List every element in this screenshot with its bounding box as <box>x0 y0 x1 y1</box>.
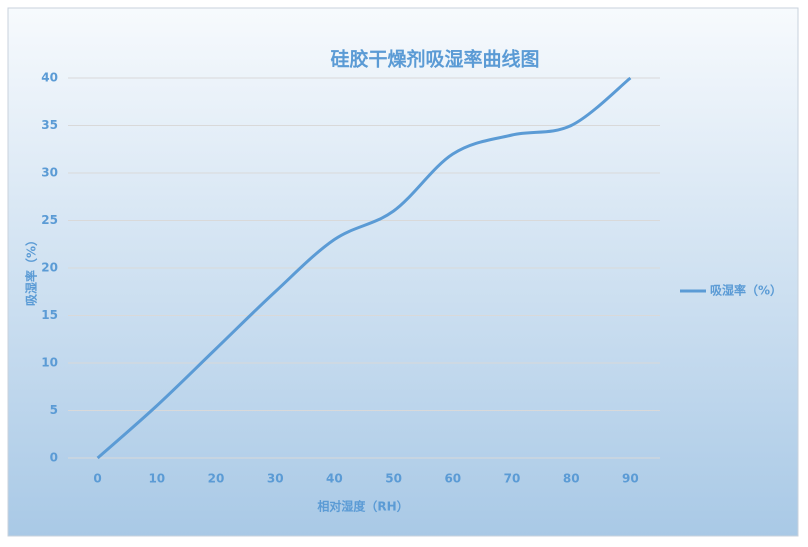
x-tick-label: 70 <box>504 472 521 486</box>
legend-label: 吸湿率（%） <box>710 283 782 298</box>
x-axis-label: 相对湿度（RH） <box>317 499 408 514</box>
y-tick-label: 20 <box>41 261 58 275</box>
x-tick-label: 30 <box>267 472 284 486</box>
x-tick-label: 20 <box>208 472 225 486</box>
x-tick-label: 10 <box>148 472 165 486</box>
y-tick-label: 35 <box>41 118 58 132</box>
y-tick-label: 10 <box>41 356 58 370</box>
x-tick-label: 50 <box>385 472 402 486</box>
chart-title: 硅胶干燥剂吸湿率曲线图 <box>330 48 539 71</box>
y-tick-label: 25 <box>41 213 58 227</box>
x-tick-label: 40 <box>326 472 343 486</box>
y-tick-label: 15 <box>41 308 58 322</box>
y-axis-label: 吸湿率（%） <box>24 234 39 306</box>
x-tick-label: 60 <box>444 472 461 486</box>
x-tick-label: 80 <box>563 472 580 486</box>
x-tick-label: 90 <box>622 472 639 486</box>
y-tick-label: 30 <box>41 166 58 180</box>
y-tick-label: 5 <box>50 403 58 417</box>
data-line <box>96 76 632 460</box>
x-tick-label: 0 <box>93 472 101 486</box>
y-tick-label: 40 <box>41 71 58 85</box>
chart-background <box>7 7 799 537</box>
y-tick-label: 0 <box>50 451 58 465</box>
